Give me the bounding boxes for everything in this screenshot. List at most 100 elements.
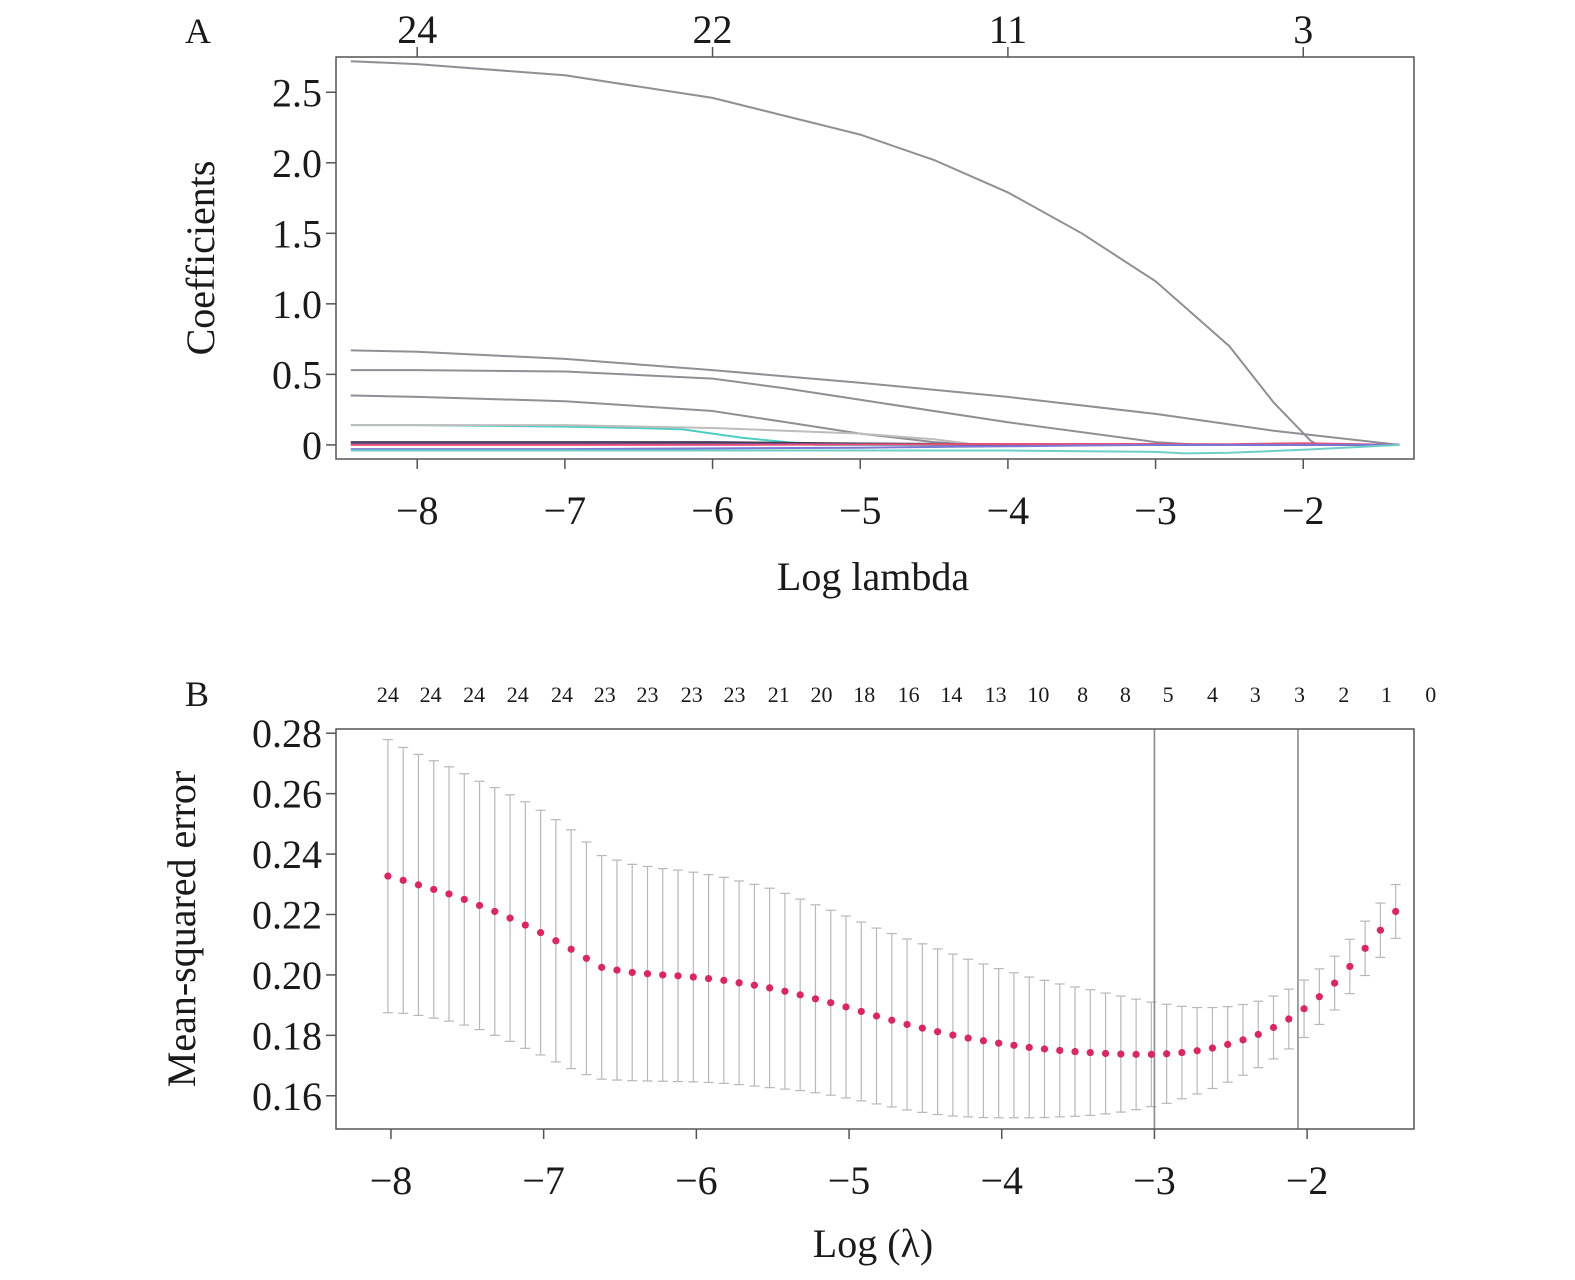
- mse-point: [918, 1024, 926, 1032]
- top-count-label: 4: [1207, 682, 1218, 707]
- top-count-label: 0: [1425, 682, 1436, 707]
- top-count-label: 1: [1381, 682, 1392, 707]
- top-count-label: 24: [551, 682, 573, 707]
- panel-b-plot-frame: [335, 728, 1415, 1130]
- top-count-label: 3: [1250, 682, 1261, 707]
- mse-point: [475, 901, 484, 910]
- mse-point: [1331, 979, 1339, 987]
- mse-point: [460, 895, 468, 903]
- top-count-label: 23: [594, 682, 616, 707]
- mse-point: [750, 981, 758, 989]
- mse-point: [827, 999, 835, 1007]
- panel-a-plot-frame: [335, 56, 1415, 460]
- x-tick-label: −8: [396, 488, 439, 533]
- mse-point: [399, 876, 407, 884]
- mse-point: [1285, 1015, 1293, 1023]
- y-tick-label: 0.5: [272, 352, 322, 397]
- panel-a-x-ticks: −8 −7 −6 −5 −4 −3 −2: [396, 459, 1325, 533]
- panel-a-y-axis-title: Coefficients: [178, 161, 223, 356]
- coefficient-path-11: [350, 443, 1400, 455]
- mse-point: [1147, 1050, 1155, 1058]
- mse-point: [995, 1039, 1003, 1047]
- y-tick-label: 2.0: [272, 141, 322, 186]
- top-count-label: 8: [1077, 682, 1088, 707]
- panel-b-error-bars: [382, 738, 1401, 1119]
- top-tick-label: 3: [1293, 7, 1313, 52]
- x-tick-label: −6: [675, 1158, 718, 1203]
- mse-point: [521, 921, 529, 929]
- mse-point: [1254, 1030, 1262, 1039]
- top-count-label: 3: [1294, 682, 1305, 707]
- panel-a-top-axis: 24 22 11 3: [397, 7, 1313, 57]
- mse-point: [1163, 1050, 1171, 1058]
- y-tick-label: 0.16: [252, 1074, 322, 1119]
- mse-point: [414, 881, 423, 889]
- y-tick-label: 1.0: [272, 282, 322, 327]
- mse-point: [430, 885, 438, 894]
- top-count-label: 21: [768, 682, 790, 707]
- panel-b-cross-validation: B −8 −7 −6 −5 −4 −3 −2 0.16 0.18 0.20 0.22 0.24 0.2…: [159, 674, 1436, 1266]
- panel-b-label: B: [185, 674, 209, 714]
- panel-a-series-group: [350, 60, 1400, 455]
- mse-point: [628, 968, 636, 977]
- mse-point: [934, 1028, 942, 1036]
- x-tick-label: −7: [544, 488, 587, 533]
- top-count-label: 8: [1120, 682, 1131, 707]
- mse-point: [1071, 1048, 1079, 1056]
- mse-point: [1010, 1041, 1018, 1049]
- top-tick-label: 22: [693, 7, 733, 52]
- mse-point: [1224, 1040, 1232, 1049]
- panel-b-x-axis-title: Log (λ): [813, 1221, 933, 1266]
- mse-point: [582, 954, 591, 962]
- coefficient-path-2: [350, 349, 1400, 446]
- top-count-label: 24: [463, 682, 485, 707]
- x-tick-label: −4: [987, 488, 1030, 533]
- mse-point: [1040, 1045, 1049, 1053]
- x-tick-label: −6: [691, 488, 734, 533]
- y-tick-label: 1.5: [272, 211, 322, 256]
- coefficient-path-9: [350, 442, 1400, 446]
- mse-point: [1056, 1046, 1064, 1055]
- mse-point: [964, 1034, 972, 1042]
- mse-point: [1132, 1050, 1140, 1058]
- y-tick-label: 0.24: [252, 832, 322, 877]
- top-count-label: 18: [853, 682, 875, 707]
- y-tick-label: 0.22: [252, 892, 322, 937]
- y-tick-label: 0: [302, 423, 322, 468]
- mse-point: [704, 974, 713, 983]
- mse-point: [872, 1012, 881, 1020]
- panel-b-mse-points: [384, 872, 1400, 1058]
- mse-point: [445, 890, 453, 898]
- x-tick-label: −5: [839, 488, 882, 533]
- top-count-label: 23: [636, 682, 658, 707]
- x-tick-label: −4: [980, 1158, 1023, 1203]
- y-tick-label: 2.5: [272, 70, 322, 115]
- mse-point: [903, 1020, 911, 1029]
- mse-point: [506, 914, 514, 922]
- top-count-label: 2: [1338, 682, 1349, 707]
- mse-point: [674, 972, 682, 980]
- x-tick-label: −7: [522, 1158, 565, 1203]
- y-tick-label: 0.20: [252, 953, 322, 998]
- top-count-label: 10: [1027, 682, 1049, 707]
- mse-point: [720, 976, 728, 984]
- mse-point: [1208, 1044, 1217, 1052]
- coefficient-path-3: [350, 369, 1400, 446]
- mse-point: [796, 991, 804, 999]
- mse-point: [1346, 962, 1354, 971]
- mse-point: [1376, 926, 1385, 934]
- panel-b-top-axis: 24 24 24 24 24 23 23 23 23 21 20 18 16 14 13 10 8 8 5 4 3 3 2 1…: [377, 682, 1436, 707]
- mse-point: [1300, 1005, 1308, 1013]
- mse-point: [857, 1007, 865, 1016]
- mse-point: [491, 907, 499, 916]
- top-tick-label: 24: [397, 7, 437, 52]
- mse-point: [1269, 1023, 1278, 1032]
- top-count-label: 13: [985, 682, 1007, 707]
- panel-b-x-ticks: −8 −7 −6 −5 −4 −3 −2: [370, 1129, 1328, 1203]
- mse-point: [643, 970, 652, 978]
- mse-point: [1315, 993, 1323, 1001]
- panel-b-reference-lines: [1153, 729, 1299, 1129]
- top-tick-label: 11: [989, 7, 1028, 52]
- mse-point: [1361, 944, 1369, 952]
